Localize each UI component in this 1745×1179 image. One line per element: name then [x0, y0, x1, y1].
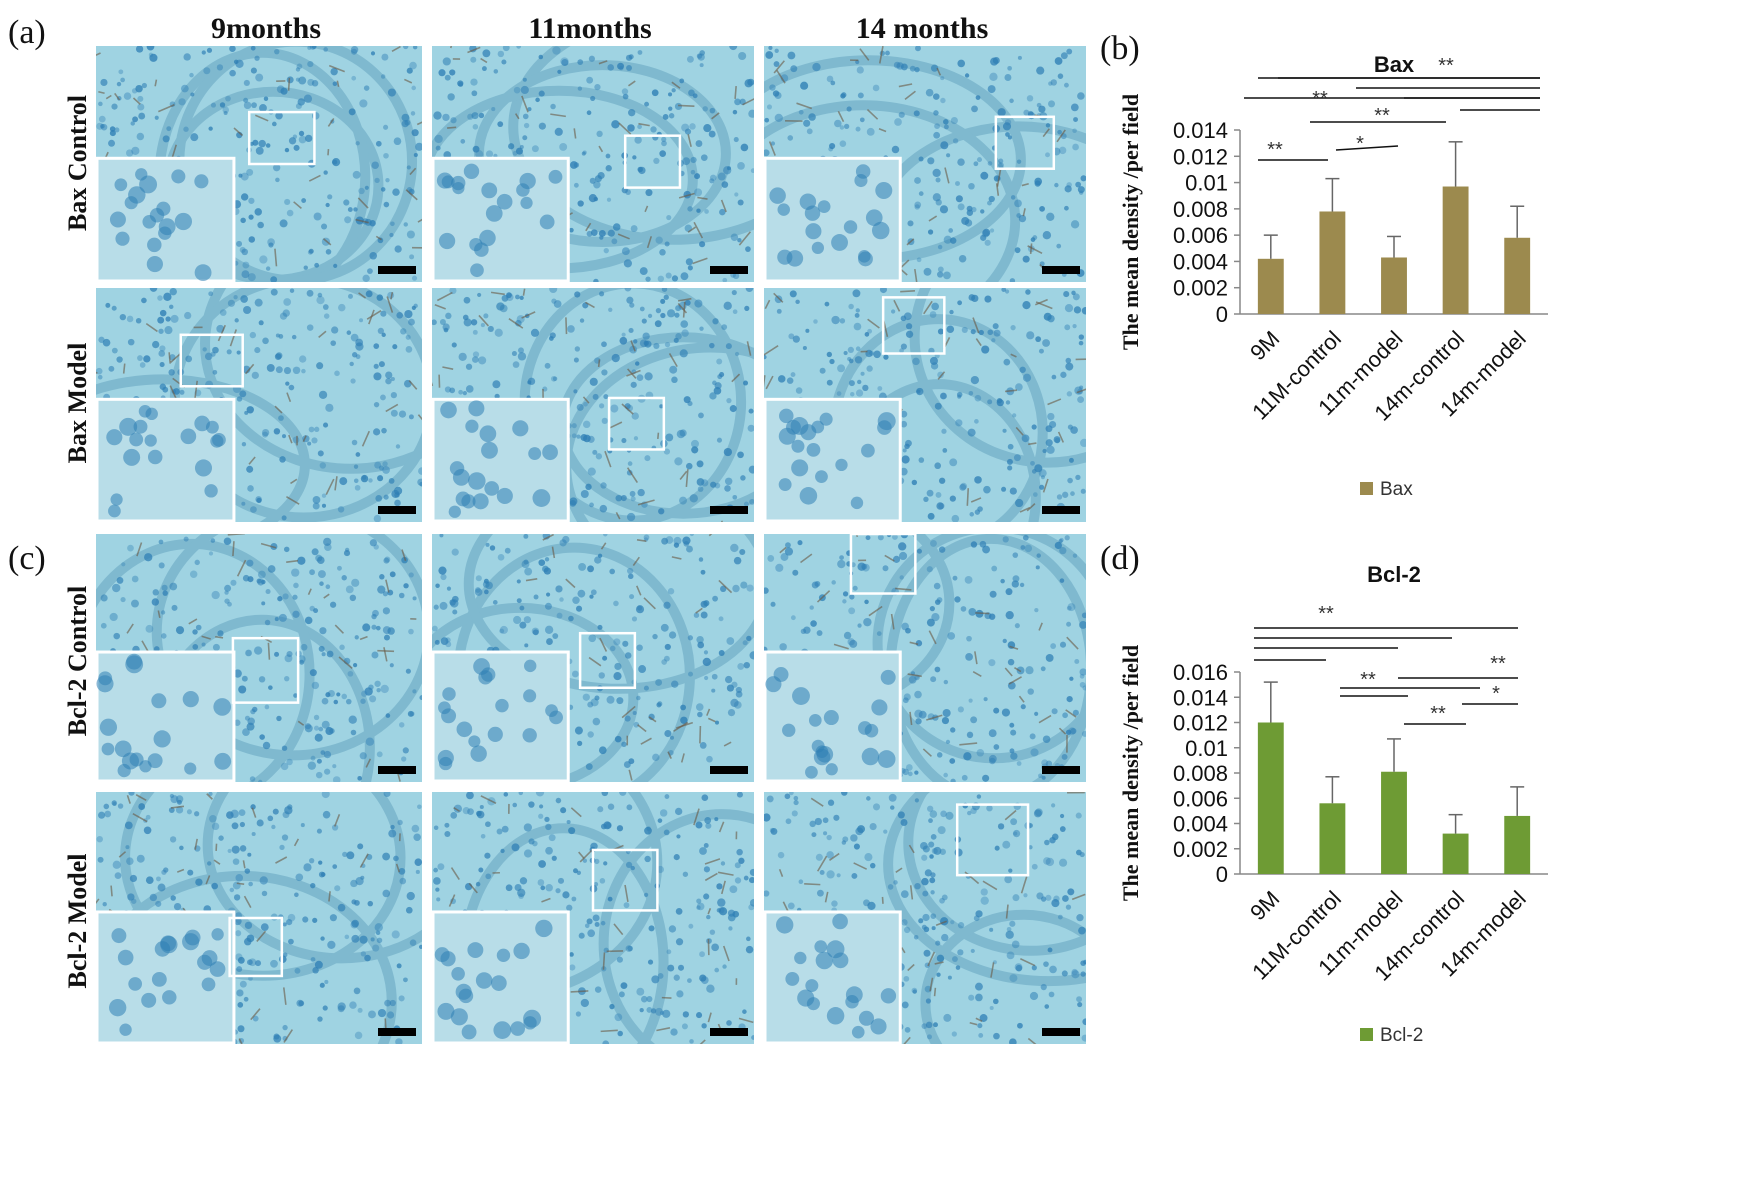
- y-tick-label: 0.016: [1173, 660, 1228, 685]
- significance-mark: **: [1438, 55, 1454, 77]
- micrograph-tile: [764, 534, 1086, 782]
- significance-mark: *: [1356, 133, 1364, 155]
- y-tick-label: 0.014: [1173, 118, 1228, 143]
- bar: [1319, 211, 1346, 314]
- panel-label-a: (a): [8, 14, 46, 51]
- significance-line: [1335, 145, 1399, 151]
- legend-swatch: [1360, 482, 1373, 495]
- y-tick-label: 0: [1216, 862, 1228, 887]
- y-tick-label: 0.002: [1173, 837, 1228, 862]
- panel-label-b: (b): [1100, 30, 1140, 67]
- row-label-bax-model: Bax Model: [63, 342, 92, 464]
- micrograph-tile: [764, 288, 1086, 522]
- column-title-14months: 14 months: [855, 12, 989, 45]
- micrograph-tile: [764, 792, 1086, 1044]
- y-tick-label: 0.012: [1173, 711, 1228, 736]
- y-tick-label: 0.012: [1173, 144, 1228, 169]
- significance-mark: **: [1267, 139, 1283, 161]
- significance-mark: **: [1318, 603, 1334, 625]
- x-tick-label: 11m-model: [1313, 886, 1407, 980]
- x-tick-label: 9M: [1245, 326, 1284, 365]
- micrograph-tile: [764, 46, 1086, 282]
- bar: [1381, 771, 1407, 874]
- x-tick-label: 11m-model: [1313, 326, 1407, 420]
- column-title-9months: 9months: [210, 12, 322, 45]
- legend-swatch: [1360, 1028, 1373, 1041]
- micrograph-tile: [96, 792, 422, 1044]
- y-tick-label: 0.002: [1173, 276, 1228, 301]
- micrograph-tile: [96, 534, 422, 782]
- y-tick-label: 0.014: [1173, 685, 1228, 710]
- bar: [1319, 803, 1346, 874]
- bar: [1257, 722, 1284, 874]
- significance-mark: **: [1312, 88, 1328, 110]
- micrograph-tile: [432, 534, 754, 782]
- y-axis-label: The mean density /per field: [1118, 94, 1143, 350]
- micrograph-tile: [432, 46, 754, 282]
- bar: [1381, 257, 1407, 314]
- row-label-bcl2-control: Bcl-2 Control: [63, 585, 92, 737]
- bar: [1504, 237, 1531, 314]
- x-tick-label: 11M-control: [1247, 886, 1346, 985]
- significance-mark: **: [1490, 653, 1506, 675]
- row-label-bcl2-model: Bcl-2 Model: [63, 853, 92, 989]
- x-tick-label: 11M-control: [1247, 326, 1346, 425]
- row-label-bax-control: Bax Control: [63, 94, 92, 232]
- y-tick-label: 0.008: [1173, 197, 1228, 222]
- x-tick-label: 14m-model: [1435, 326, 1530, 421]
- x-tick-label: 14m-control: [1369, 886, 1469, 986]
- y-tick-label: 0.01: [1185, 736, 1228, 761]
- bar: [1442, 186, 1469, 314]
- y-tick-label: 0.008: [1173, 761, 1228, 786]
- x-tick-label: 9M: [1245, 886, 1284, 925]
- y-tick-label: 0.006: [1173, 786, 1228, 811]
- y-tick-label: 0.01: [1185, 171, 1228, 196]
- legend-label: Bax: [1380, 479, 1413, 500]
- bar: [1442, 833, 1469, 874]
- micrograph-tile: [96, 46, 422, 282]
- y-tick-label: 0.004: [1173, 812, 1228, 837]
- chart-title: Bax: [1374, 52, 1415, 77]
- significance-mark: *: [1492, 683, 1500, 705]
- micrograph-tile: [432, 288, 754, 522]
- y-axis-label: The mean density /per field: [1118, 645, 1143, 901]
- panel-label-d: (d): [1100, 540, 1140, 577]
- y-tick-label: 0: [1216, 302, 1228, 327]
- chart-title: Bcl-2: [1367, 562, 1421, 587]
- bar: [1257, 258, 1284, 314]
- micrograph-tile: [432, 792, 754, 1044]
- significance-mark: **: [1360, 669, 1376, 691]
- y-tick-label: 0.006: [1173, 223, 1228, 248]
- bar: [1504, 815, 1531, 874]
- panel-label-c: (c): [8, 540, 46, 577]
- legend-label: Bcl-2: [1380, 1025, 1423, 1046]
- column-title-11months: 11months: [528, 12, 652, 45]
- y-tick-label: 0.004: [1173, 249, 1228, 274]
- significance-mark: **: [1374, 105, 1390, 127]
- x-tick-label: 14m-model: [1435, 886, 1530, 981]
- micrograph-tile: [96, 288, 422, 522]
- x-tick-label: 14m-control: [1369, 326, 1469, 426]
- significance-mark: **: [1430, 703, 1446, 725]
